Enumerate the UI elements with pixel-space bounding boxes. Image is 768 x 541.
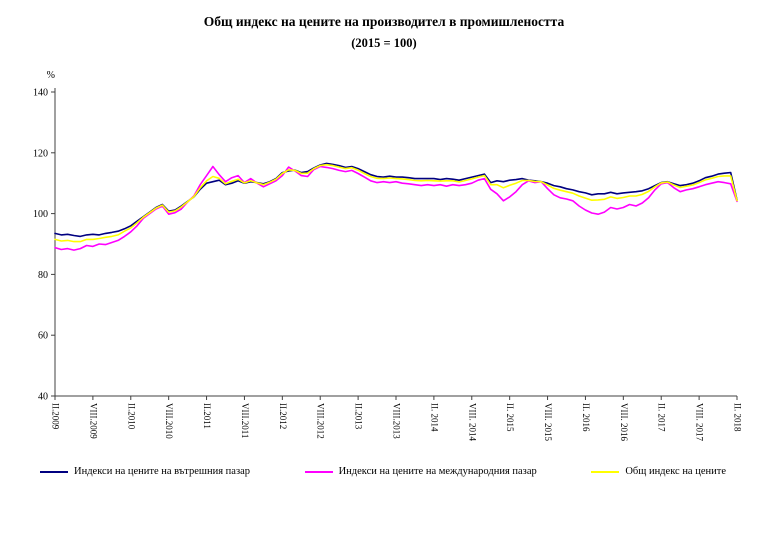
x-tick-label: II. 2017 xyxy=(657,403,667,432)
x-tick-label: II.2009 xyxy=(51,403,61,430)
page: Общ индекс на цените на производител в п… xyxy=(0,0,768,477)
x-tick-label: VIII.2011 xyxy=(240,403,250,438)
x-tick-label: VIII.2010 xyxy=(164,403,174,439)
line-chart: % 40 60 80 100 120 140 II.2009 VIII.2009 II.2010… xyxy=(33,70,743,441)
x-tick-label: VIII.2012 xyxy=(316,403,326,439)
y-tick-label: 40 xyxy=(38,392,48,403)
x-tick-label: II. 2015 xyxy=(505,403,515,432)
legend-line-domestic-swatch xyxy=(40,470,68,473)
x-tick-label: II.2011 xyxy=(202,403,212,429)
legend-line-total-swatch xyxy=(591,470,620,473)
x-tick-label: VIII.2009 xyxy=(88,403,98,439)
series-line xyxy=(54,165,738,251)
y-tick-label: 140 xyxy=(33,88,48,99)
legend: Индекси на цените на вътрешния пазар Инд… xyxy=(0,466,768,477)
x-tick-label: II.2013 xyxy=(354,403,364,430)
y-tick-label: 80 xyxy=(38,270,48,281)
x-tick-label: II.2012 xyxy=(278,403,288,429)
x-tick-label: VIII. 2015 xyxy=(543,403,553,441)
x-tick-label: II. 2018 xyxy=(733,403,743,432)
chart-title: Общ индекс на цените на производител в п… xyxy=(203,14,565,29)
y-tick-label: 120 xyxy=(33,148,48,159)
series-line xyxy=(54,162,738,238)
x-tick-label: VIII. 2017 xyxy=(695,403,705,441)
legend-label-domestic: Индекси на цените на вътрешния пазар xyxy=(74,466,251,477)
chart-subtitle: (2015 = 100) xyxy=(351,36,417,51)
chart-header: Общ индекс на цените на производител в п… xyxy=(0,0,768,60)
legend-item-total: Общ индекс на цените xyxy=(591,466,726,477)
x-tick-label: II. 2014 xyxy=(429,403,439,432)
legend-label-total: Общ индекс на цените xyxy=(625,466,726,477)
x-tick-label: II.2010 xyxy=(126,403,136,430)
y-tick-label: 100 xyxy=(33,209,48,220)
legend-line-international-swatch xyxy=(304,470,333,473)
legend-item-international: Индекси на цените на международния пазар xyxy=(304,466,537,477)
x-tick-label: VIII. 2014 xyxy=(467,403,477,441)
x-tick-label: II. 2016 xyxy=(581,403,591,432)
legend-label-international: Индекси на цените на международния пазар xyxy=(338,466,537,477)
x-tick-label: VIII. 2016 xyxy=(619,403,629,441)
series-line xyxy=(54,163,738,243)
legend-item-domestic: Индекси на цените на вътрешния пазар xyxy=(40,466,250,477)
x-tick-label: VIII.2013 xyxy=(392,403,402,439)
y-axis-unit-label: % xyxy=(47,70,55,81)
y-tick-label: 60 xyxy=(38,331,48,342)
